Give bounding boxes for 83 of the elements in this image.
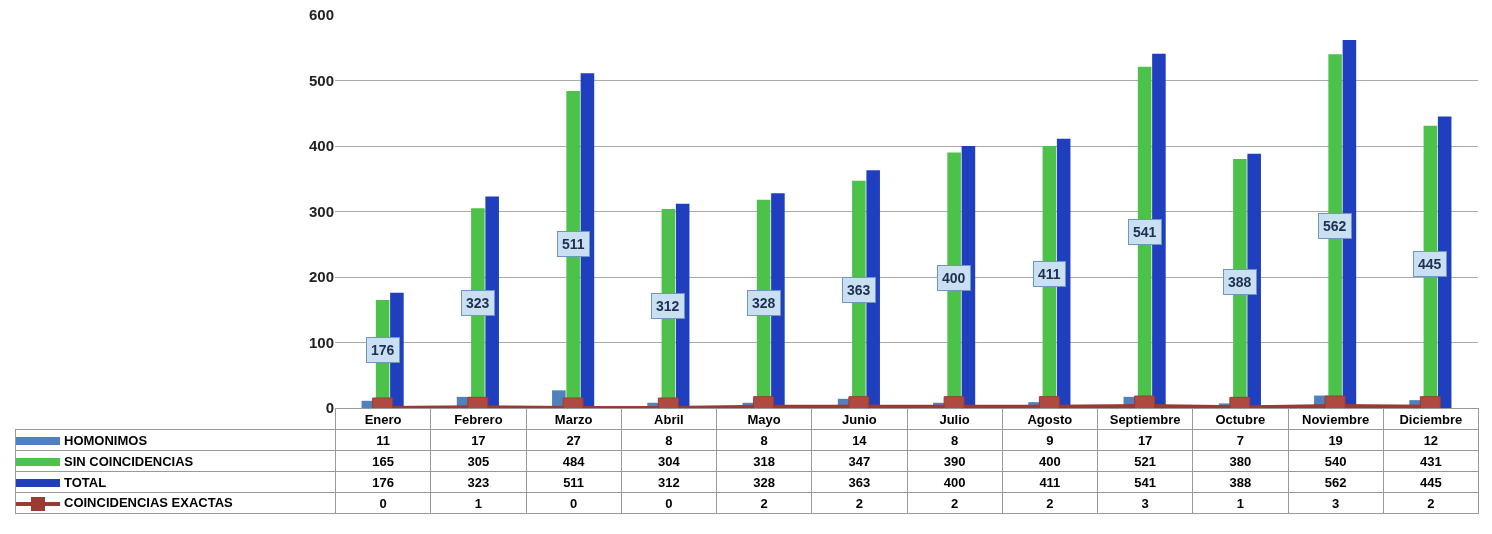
data-label: 11 [335, 429, 431, 451]
data-label: 8 [907, 429, 1003, 451]
data-label: 7 [1192, 429, 1288, 451]
data-label: 400 [907, 471, 1003, 493]
x-tick-label: Octubre [1192, 408, 1288, 430]
data-label: 390 [907, 450, 1003, 472]
data-label: 0 [526, 492, 622, 514]
x-tick-label: Septiembre [1097, 408, 1193, 430]
legend-label: COINCIDENCIAS EXACTAS [15, 492, 336, 514]
annotation: 388 [1228, 274, 1252, 290]
data-label: 1 [430, 492, 526, 514]
data-label: 445 [1383, 471, 1479, 493]
data-label: 2 [907, 492, 1003, 514]
y-tick-label: 600 [308, 6, 334, 24]
x-tick-label: Mayo [716, 408, 812, 430]
data-label: 1 [1192, 492, 1288, 514]
data-label: 312 [621, 471, 717, 493]
data-label: 431 [1383, 450, 1479, 472]
data-label: 484 [526, 450, 622, 472]
data-label: 0 [621, 492, 717, 514]
y-tick-label: 300 [308, 202, 334, 220]
legend-label: HOMONIMOS [15, 429, 336, 451]
annotation: 312 [656, 298, 680, 314]
data-label: 8 [621, 429, 717, 451]
data-label: 176 [335, 471, 431, 493]
y-tick-label: 500 [308, 71, 334, 89]
x-tick-label: Diciembre [1383, 408, 1479, 430]
x-tick-label: Marzo [526, 408, 622, 430]
data-label: 328 [716, 471, 812, 493]
data-label: 165 [335, 450, 431, 472]
x-tick-label: Noviembre [1288, 408, 1384, 430]
data-label: 2 [1383, 492, 1479, 514]
data-label: 14 [811, 429, 907, 451]
data-label: 304 [621, 450, 717, 472]
data-label: 19 [1288, 429, 1384, 451]
data-label: 12 [1383, 429, 1479, 451]
annotation: 328 [752, 295, 776, 311]
y-tick-label: 200 [308, 268, 334, 286]
data-label: 8 [716, 429, 812, 451]
annotation: 411 [1038, 266, 1061, 282]
data-label: 2 [811, 492, 907, 514]
data-label: 411 [1002, 471, 1098, 493]
y-tick-label: 100 [308, 333, 334, 351]
data-label: 9 [1002, 429, 1098, 451]
data-label: 2 [716, 492, 812, 514]
data-label: 363 [811, 471, 907, 493]
x-tick-label: Abril [621, 408, 717, 430]
x-tick-label: Febrero [430, 408, 526, 430]
annotation: 400 [942, 270, 966, 286]
x-tick-label: Junio [811, 408, 907, 430]
annotation: 323 [466, 295, 490, 311]
x-tick-label: Julio [907, 408, 1003, 430]
data-label: 521 [1097, 450, 1193, 472]
data-label: 323 [430, 471, 526, 493]
data-label: 305 [430, 450, 526, 472]
legend-label: TOTAL [15, 471, 336, 493]
data-label: 347 [811, 450, 907, 472]
annotation: 176 [371, 342, 395, 358]
data-label: 318 [716, 450, 812, 472]
data-label: 540 [1288, 450, 1384, 472]
data-label: 562 [1288, 471, 1384, 493]
data-label: 400 [1002, 450, 1098, 472]
data-label: 2 [1002, 492, 1098, 514]
data-label: 380 [1192, 450, 1288, 472]
annotation: 541 [1133, 224, 1157, 240]
annotation: 445 [1418, 256, 1442, 272]
data-label: 511 [526, 471, 622, 493]
y-tick-label: 0 [325, 399, 334, 417]
data-label: 541 [1097, 471, 1193, 493]
data-label: 0 [335, 492, 431, 514]
data-label: 3 [1288, 492, 1384, 514]
legend-label: SIN COINCIDENCIAS [15, 450, 336, 472]
y-tick-label: 400 [308, 137, 334, 155]
annotation: 562 [1323, 218, 1347, 234]
data-label: 17 [430, 429, 526, 451]
annotation: 363 [847, 282, 871, 298]
data-label: 388 [1192, 471, 1288, 493]
data-label: 27 [526, 429, 622, 451]
annotation: 511 [562, 236, 585, 252]
x-tick-label: Agosto [1002, 408, 1098, 430]
data-label: 3 [1097, 492, 1193, 514]
data-label: 17 [1097, 429, 1193, 451]
x-tick-label: Enero [335, 408, 431, 430]
